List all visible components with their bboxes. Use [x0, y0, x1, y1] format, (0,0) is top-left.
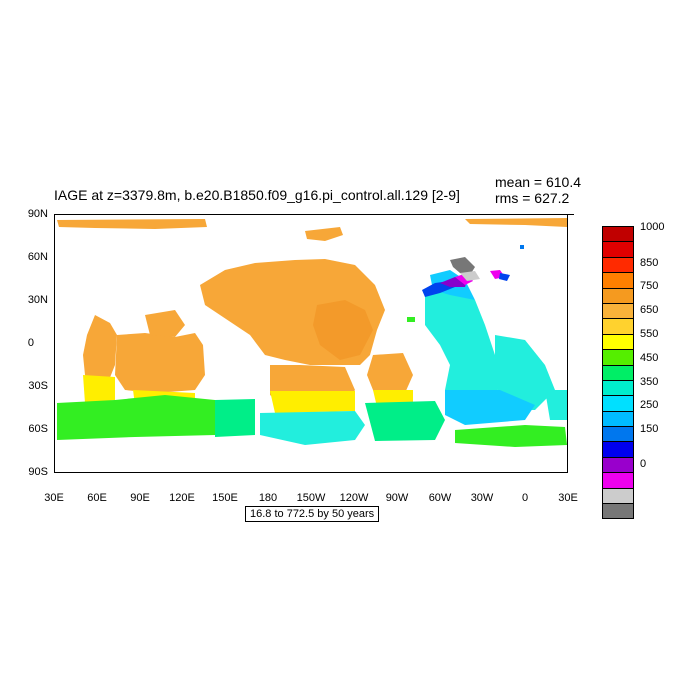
colorbar-box-17: [602, 488, 634, 505]
atlantic-east: [495, 335, 555, 410]
nordic-blue: [499, 273, 510, 281]
colorbar-label-0: 0: [640, 458, 647, 470]
south-pacific-yellow: [270, 391, 355, 413]
indian-yellow: [83, 375, 115, 403]
far-east-cyan: [545, 390, 567, 420]
x-label-30w: 30W: [470, 492, 494, 504]
colorbar-box-18: [602, 504, 634, 520]
colorbar-label-450: 450: [640, 352, 659, 364]
colorbar-box-10: [602, 380, 634, 397]
colorbar-box-1: [602, 242, 634, 258]
x-label-30e: 30E: [44, 492, 64, 504]
colorbar-label-250: 250: [640, 399, 659, 411]
x-label-60w: 60W: [428, 492, 452, 504]
colorbar-label-650: 650: [640, 304, 659, 316]
y-label-30n: 30N: [27, 294, 48, 306]
southern-ocean-mid: [260, 411, 365, 445]
colorbar: [602, 226, 634, 520]
tick: [568, 214, 574, 215]
colorbar-label-350: 350: [640, 376, 659, 388]
indian-ocean-main: [115, 333, 205, 393]
colorbar-box-4: [602, 288, 634, 304]
x-label-30e-end: 30E: [558, 492, 578, 504]
x-label-120w: 120W: [339, 492, 369, 504]
colorbar-label-1000: 1000: [640, 221, 665, 233]
y-label-30s: 30S: [28, 380, 48, 392]
colorbar-box-6: [602, 319, 634, 335]
colorbar-label-750: 750: [640, 280, 659, 292]
colorbar-box-8: [602, 350, 634, 366]
greenland-lightgray: [460, 271, 480, 281]
map-plot-area: [54, 214, 568, 473]
colorbar-box-5: [602, 303, 634, 320]
mean-stat: mean = 610.4: [495, 174, 582, 190]
y-label-60s: 60S: [28, 423, 48, 435]
y-label-90s: 90S: [28, 466, 48, 478]
x-label-90w: 90W: [385, 492, 409, 504]
x-label-60e: 60E: [87, 492, 107, 504]
colorbar-box-3: [602, 273, 634, 289]
indian-ocean-north: [145, 310, 185, 337]
x-label-180: 180: [258, 492, 278, 504]
southern-east-green: [455, 425, 567, 447]
x-label-0: 0: [521, 492, 529, 504]
colorbar-box-0: [602, 226, 634, 243]
x-label-150e: 150E: [212, 492, 238, 504]
y-label-60n: 60N: [27, 251, 48, 263]
arctic-blob: [305, 227, 343, 241]
atlantic-cyan: [425, 290, 500, 415]
pacific-core: [313, 300, 373, 360]
colorbar-box-16: [602, 473, 634, 489]
arctic-strip-west: [57, 219, 207, 229]
southern-ocean-east: [365, 401, 445, 441]
indian-ocean: [83, 315, 117, 390]
x-label-90e: 90E: [130, 492, 150, 504]
y-label-90n: 90N: [27, 208, 48, 220]
colorbar-box-14: [602, 442, 634, 458]
plot-title: IAGE at z=3379.8m, b.e20.B1850.f09_g16.p…: [54, 187, 460, 203]
southern-ocean-west: [57, 395, 215, 440]
small-blue-spot: [520, 245, 524, 249]
x-label-150w: 150W: [296, 492, 326, 504]
colorbar-box-7: [602, 334, 634, 351]
rms-stat: rms = 627.2: [495, 190, 570, 206]
x-label-120e: 120E: [169, 492, 195, 504]
arctic-strip-east: [465, 218, 567, 227]
greenland-gray: [450, 257, 475, 275]
colorbar-box-15: [602, 457, 634, 474]
colorbar-box-2: [602, 257, 634, 274]
colorbar-box-12: [602, 411, 634, 428]
atlantic-south-lb: [445, 390, 535, 425]
colorbar-box-11: [602, 396, 634, 412]
colorbar-box-13: [602, 427, 634, 443]
colorbar-label-850: 850: [640, 257, 659, 269]
ocean-age-map: [57, 218, 567, 447]
colorbar-label-550: 550: [640, 328, 659, 340]
small-green-spot: [407, 317, 415, 322]
y-label-0: 0: [27, 337, 34, 349]
contour-info-box: 16.8 to 772.5 by 50 years: [245, 506, 380, 522]
colorbar-box-9: [602, 365, 634, 381]
south-atlantic-orange: [367, 353, 413, 395]
colorbar-label-150: 150: [640, 423, 659, 435]
southern-ocean-mint: [215, 399, 255, 437]
